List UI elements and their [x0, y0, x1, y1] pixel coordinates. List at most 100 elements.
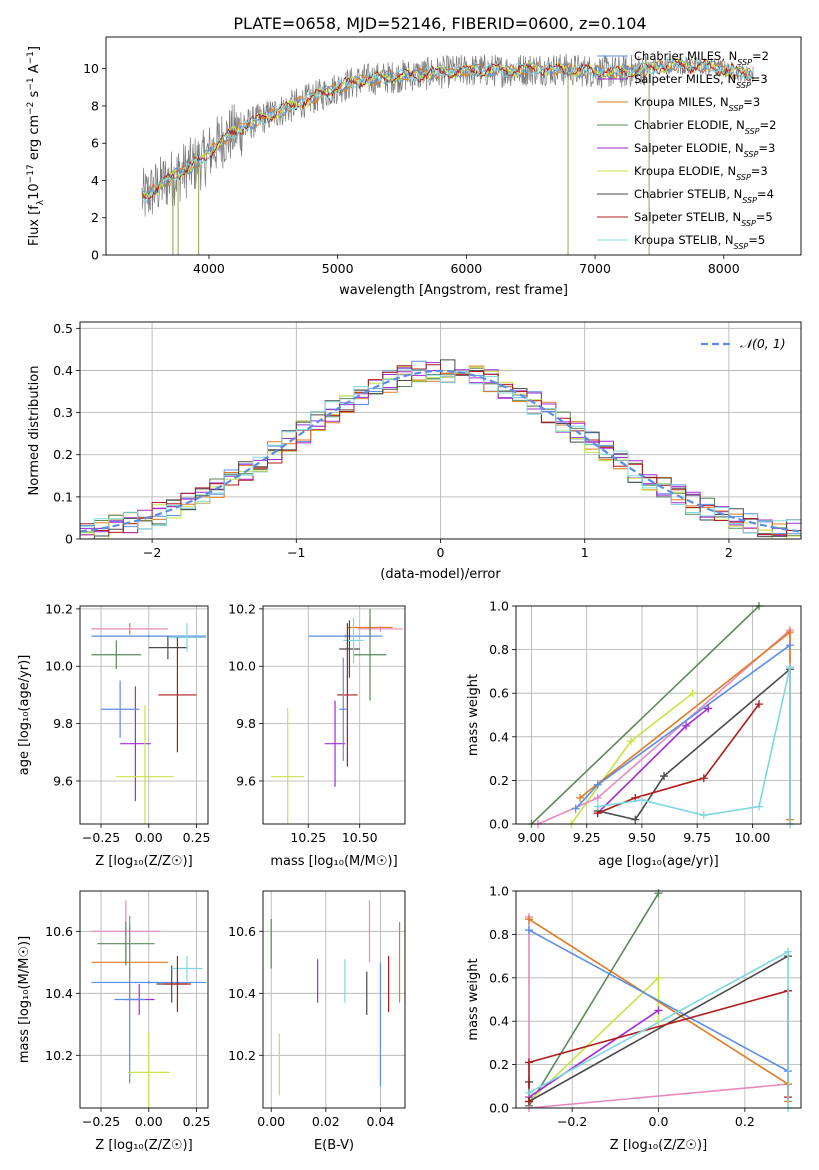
data-marker: [524, 1088, 533, 1097]
x-tick-label: −2: [143, 545, 161, 560]
x-axis-label: age [log₁₀(age/yr)]: [598, 854, 719, 869]
mass-weight-vs-z-panel: −0.2 0.0 0.2 0.0 0.2 0.4 0.6 0.8 1.0 Z [log₁₀(Z/Z…: [466, 884, 802, 1153]
y-tick-label: 9.6: [53, 773, 73, 788]
x-axis-label: Z [log₁₀(Z/Z☉)]: [95, 1138, 192, 1153]
x-tick-label: −0.25: [82, 1114, 120, 1129]
x-tick-label: 4000: [193, 261, 225, 276]
figure-title: PLATE=0658, MJD=52146, FIBERID=0600, z=0…: [233, 14, 646, 33]
data-marker: [524, 1097, 533, 1106]
y-axis-label: mass weight: [466, 674, 481, 756]
y-tick-label: 0.0: [489, 817, 509, 832]
x-axis-label: Z [log₁₀(Z/Z☉)]: [95, 854, 192, 869]
x-tick-label: −1: [287, 545, 305, 560]
y-tick-label: 0.0: [489, 1101, 509, 1116]
data-marker: [785, 663, 794, 672]
y-tick-label: 0.4: [53, 363, 73, 378]
y-tick-label: 8: [91, 98, 99, 113]
x-tick-label: 0: [437, 545, 445, 560]
x-tick-label: 1: [581, 545, 589, 560]
data-marker: [755, 802, 764, 811]
y-tick-label: 10.0: [45, 659, 73, 674]
y-tick-label: 6: [91, 136, 99, 151]
y-tick-label: 10.4: [228, 986, 256, 1001]
axes-frame: [79, 321, 802, 540]
series-line: [528, 892, 660, 1107]
data-marker: [784, 947, 793, 956]
axes-frame: [79, 605, 209, 825]
y-tick-label: 10.0: [228, 659, 256, 674]
series-line: [528, 929, 789, 1072]
legend-entry: Salpeter STELIB, NSSP=5: [634, 210, 773, 228]
data-marker: [524, 926, 533, 935]
series-line: [570, 692, 694, 824]
y-tick-label: 10.6: [228, 924, 256, 939]
data-marker: [785, 641, 794, 650]
x-tick-label: 10.25: [290, 830, 326, 845]
y-tick-label: 0.2: [53, 447, 73, 462]
series-line: [528, 1009, 659, 1098]
y-axis-label: Flux [fλ10−17 erg cm−2 s−1 A−1]: [26, 46, 46, 246]
legend-entry: Kroupa STELIB, NSSP=5: [634, 233, 765, 251]
x-tick-label: 0.02: [312, 1114, 340, 1129]
x-tick-label: −0.2: [557, 1114, 587, 1129]
axes-frame: [105, 36, 802, 256]
data-marker: [654, 1006, 663, 1015]
x-tick-label: 0.00: [135, 1114, 163, 1129]
y-tick-label: 4: [91, 173, 99, 188]
x-tick-label: 10.50: [342, 830, 378, 845]
x-tick-label: 9.75: [683, 830, 711, 845]
x-tick-label: 9.25: [573, 830, 601, 845]
y-tick-label: 0.1: [53, 489, 73, 504]
x-tick-label: 8000: [708, 261, 740, 276]
x-axis-label: Z [log₁₀(Z/Z☉)]: [610, 1138, 707, 1153]
x-tick-label: 0.00: [257, 1114, 285, 1129]
x-tick-label: 0.04: [367, 1114, 395, 1129]
legend-entry: Chabrier MILES, NSSP=2: [634, 49, 769, 67]
axes-frame: [515, 605, 802, 825]
y-tick-label: 10.2: [45, 601, 73, 616]
x-axis-label: (data-model)/error: [380, 567, 501, 582]
y-tick-label: 0.3: [53, 405, 73, 420]
data-marker: [699, 811, 708, 820]
legend-entry: Chabrier STELIB, NSSP=4: [634, 187, 774, 205]
y-axis-label: age [log₁₀(age/yr)]: [17, 655, 32, 776]
data-marker: [682, 721, 691, 730]
data-marker: [699, 774, 708, 783]
y-tick-label: 1.0: [489, 599, 509, 614]
data-marker: [637, 796, 646, 805]
residuals-panel: −2 −1 0 1 2 0 0.1 0.2 0.3 0.4 0.5 (data-model)/erro…: [27, 321, 802, 582]
data-marker: [524, 915, 533, 924]
y-tick-label: 0.4: [489, 1014, 509, 1029]
x-tick-label: 0.0: [649, 1114, 669, 1129]
model-line: [141, 57, 754, 199]
histogram-step: [80, 369, 801, 538]
data-marker: [593, 793, 602, 802]
y-tick-label: 10.4: [45, 986, 73, 1001]
y-axis-label: mass [log₁₀(M/M☉)]: [17, 936, 32, 1063]
y-tick-label: 9.6: [236, 773, 256, 788]
data-marker: [654, 889, 663, 898]
model-line: [141, 58, 754, 204]
data-marker: [571, 804, 580, 813]
y-tick-label: 10.6: [45, 924, 73, 939]
y-tick-label: 10.2: [228, 1048, 256, 1063]
x-tick-label: 5000: [322, 261, 354, 276]
data-marker: [755, 700, 764, 709]
legend-entry: Kroupa ELODIE, NSSP=3: [634, 164, 768, 182]
data-marker: [704, 704, 713, 713]
data-marker: [631, 815, 640, 824]
y-tick-label: 0.5: [53, 321, 73, 336]
y-axis-label: mass weight: [466, 958, 481, 1040]
x-tick-label: 10.00: [734, 830, 770, 845]
y-tick-label: 0.2: [489, 773, 509, 788]
data-marker: [654, 973, 663, 982]
axes-frame: [515, 890, 802, 1109]
mass-vs-ebv-panel: 0.00 0.02 0.04 10.2 10.4 10.6 E(B-V): [228, 890, 406, 1153]
series-line: [597, 666, 791, 824]
legend-entry: Salpeter MILES, NSSP=3: [634, 72, 768, 90]
data-marker: [688, 689, 697, 698]
axes-frame: [262, 605, 406, 825]
age-vs-mass-panel: 10.25 10.50 9.6 9.8 10.0 10.2 mass [log₁₀(M/M☉…: [228, 601, 406, 869]
x-tick-label: −0.25: [82, 830, 120, 845]
